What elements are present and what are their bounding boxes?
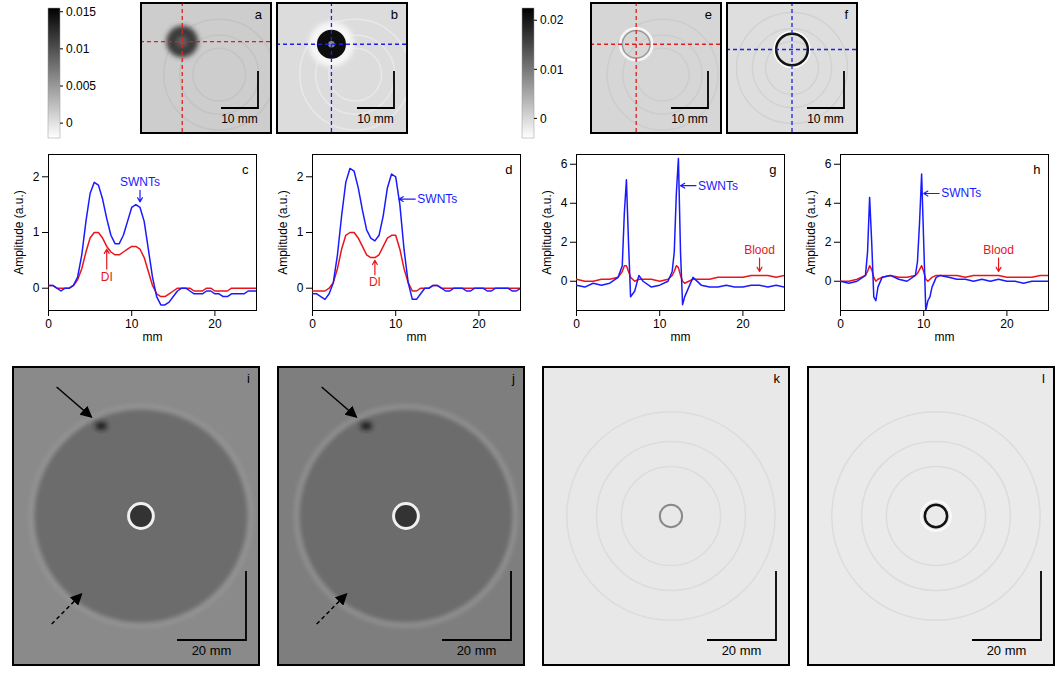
svg-text:d: d	[505, 162, 512, 177]
svg-text:10 mm: 10 mm	[357, 112, 394, 126]
svg-text:0: 0	[561, 274, 568, 288]
svg-text:10: 10	[389, 317, 403, 331]
svg-text:20: 20	[1000, 317, 1014, 331]
svg-text:0.02: 0.02	[540, 13, 564, 27]
svg-text:b: b	[391, 7, 398, 22]
svg-text:Blood: Blood	[983, 243, 1014, 257]
svg-text:0.01: 0.01	[66, 42, 90, 56]
svg-text:mm: mm	[671, 330, 691, 344]
svg-text:0.005: 0.005	[66, 79, 96, 93]
svg-text:10: 10	[653, 317, 667, 331]
svg-text:c: c	[242, 162, 249, 177]
svg-text:Blood: Blood	[744, 243, 775, 257]
svg-text:a: a	[255, 7, 263, 22]
svg-text:0: 0	[33, 281, 40, 295]
svg-text:20 mm: 20 mm	[722, 643, 762, 658]
svg-text:0.01: 0.01	[540, 63, 564, 77]
svg-text:DI: DI	[101, 270, 113, 284]
svg-text:SWNTs: SWNTs	[417, 192, 457, 206]
svg-text:2: 2	[33, 170, 40, 184]
svg-text:20 mm: 20 mm	[987, 643, 1027, 658]
svg-text:j: j	[511, 371, 515, 386]
svg-text:10: 10	[917, 317, 931, 331]
svg-text:10 mm: 10 mm	[807, 112, 844, 126]
svg-text:0: 0	[573, 317, 580, 331]
svg-text:0: 0	[837, 317, 844, 331]
svg-text:2: 2	[825, 235, 832, 249]
svg-text:20: 20	[208, 317, 222, 331]
svg-text:20: 20	[736, 317, 750, 331]
svg-text:6: 6	[825, 157, 832, 171]
svg-text:l: l	[1042, 371, 1045, 386]
svg-text:e: e	[705, 7, 712, 22]
svg-text:g: g	[769, 162, 776, 177]
svg-text:0: 0	[66, 116, 73, 130]
svg-text:1: 1	[33, 225, 40, 239]
svg-text:10 mm: 10 mm	[221, 112, 258, 126]
svg-text:1: 1	[297, 225, 304, 239]
svg-text:10: 10	[125, 317, 139, 331]
svg-text:20 mm: 20 mm	[192, 643, 232, 658]
svg-text:SWNTs: SWNTs	[941, 186, 981, 200]
svg-text:0: 0	[540, 112, 547, 126]
svg-text:0: 0	[45, 317, 52, 331]
svg-text:0: 0	[309, 317, 316, 331]
svg-text:2: 2	[561, 235, 568, 249]
svg-text:mm: mm	[143, 330, 163, 344]
svg-text:0: 0	[825, 274, 832, 288]
svg-text:h: h	[1033, 162, 1040, 177]
svg-text:SWNTs: SWNTs	[698, 179, 738, 193]
svg-text:Amplitude (a.u.): Amplitude (a.u.)	[276, 190, 290, 275]
svg-text:k: k	[774, 371, 781, 386]
svg-text:Amplitude (a.u.): Amplitude (a.u.)	[12, 190, 26, 275]
svg-text:Amplitude (a.u.): Amplitude (a.u.)	[540, 190, 554, 275]
svg-text:Amplitude (a.u.): Amplitude (a.u.)	[804, 190, 818, 275]
svg-text:SWNTs: SWNTs	[120, 175, 160, 189]
svg-text:mm: mm	[935, 330, 955, 344]
svg-text:2: 2	[297, 170, 304, 184]
svg-text:0.015: 0.015	[66, 5, 96, 19]
svg-text:i: i	[247, 371, 250, 386]
svg-text:4: 4	[561, 196, 568, 210]
svg-text:20 mm: 20 mm	[457, 643, 497, 658]
svg-text:4: 4	[825, 196, 832, 210]
svg-text:0: 0	[297, 281, 304, 295]
svg-text:f: f	[844, 7, 848, 22]
svg-text:20: 20	[472, 317, 486, 331]
svg-text:DI: DI	[369, 275, 381, 289]
svg-text:6: 6	[561, 157, 568, 171]
svg-text:10 mm: 10 mm	[671, 112, 708, 126]
svg-text:mm: mm	[407, 330, 427, 344]
